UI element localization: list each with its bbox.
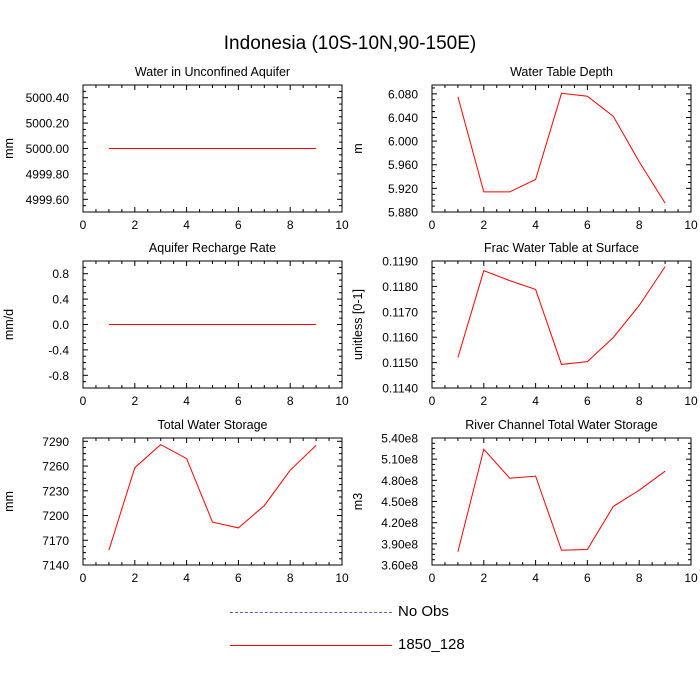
- x-tick-label-2: 4: [183, 394, 190, 408]
- x-tick-label-3: 4: [532, 394, 539, 408]
- y-tick-label-0: 5000.20: [26, 117, 70, 131]
- legend-label-model: 1850_128: [398, 636, 465, 653]
- y-tick-label-1: 5.920: [388, 182, 418, 196]
- y-axis-label-2: mm/d: [2, 309, 16, 340]
- y-tick-label-1: 6.040: [388, 111, 418, 125]
- x-tick-label-4: 2: [131, 571, 138, 585]
- series-line-4-0: [108, 443, 317, 551]
- y-tick-label-3: 0.1150: [382, 356, 418, 370]
- series-line-1-0: [457, 92, 666, 204]
- x-tick-label-5: 6: [584, 571, 591, 585]
- x-tick-label-1: 8: [636, 218, 643, 232]
- x-tick-label-3: 0: [429, 394, 436, 408]
- y-tick-label-4: 7170: [42, 534, 69, 548]
- x-tick-label-1: 10: [684, 218, 698, 232]
- y-tick-label-5: 5.40e8: [381, 432, 418, 446]
- y-tick-label-2: -0.8: [48, 369, 69, 383]
- series-line-3-0: [457, 266, 666, 365]
- y-tick-label-1: 5.880: [388, 206, 418, 220]
- page-title: Indonesia (10S-10N,90-150E): [223, 33, 477, 54]
- y-axis-label-5: m3: [351, 493, 365, 510]
- plot-frame-4: [82, 437, 343, 566]
- x-tick-label-4: 6: [235, 571, 242, 585]
- y-tick-label-1: 5.960: [388, 158, 418, 172]
- x-tick-label-5: 8: [636, 571, 643, 585]
- y-tick-label-1: 6.000: [388, 135, 418, 149]
- x-tick-label-2: 0: [80, 394, 87, 408]
- y-axis-label-4: mm: [2, 491, 16, 512]
- legend-line-model: [230, 645, 392, 646]
- x-tick-label-0: 8: [287, 218, 294, 232]
- x-tick-label-5: 0: [429, 571, 436, 585]
- x-tick-label-2: 8: [287, 394, 294, 408]
- y-tick-label-5: 3.60e8: [381, 559, 418, 573]
- x-tick-label-1: 6: [584, 218, 591, 232]
- x-tick-label-5: 4: [532, 571, 539, 585]
- legend-item-model: 1850_128: [230, 636, 490, 656]
- y-tick-label-3: 0.1160: [382, 331, 418, 345]
- y-axis-label-3: unitless [0-1]: [351, 289, 365, 360]
- x-tick-label-4: 10: [335, 571, 349, 585]
- y-tick-label-4: 7290: [42, 435, 69, 449]
- x-tick-label-0: 10: [335, 218, 349, 232]
- y-tick-label-0: 4999.60: [26, 193, 70, 207]
- x-tick-label-0: 6: [235, 218, 242, 232]
- x-tick-label-0: 0: [80, 218, 87, 232]
- legend-line-obs: [230, 612, 392, 613]
- y-tick-label-1: 6.080: [388, 87, 418, 101]
- y-tick-label-5: 3.90e8: [381, 537, 418, 551]
- panel-title-5: River Channel Total Water Storage: [465, 418, 658, 432]
- legend-item-obs: No Obs: [230, 603, 490, 623]
- x-tick-label-3: 10: [684, 394, 698, 408]
- x-tick-label-3: 8: [636, 394, 643, 408]
- y-axis-label-0: mm: [2, 138, 16, 159]
- panel-title-2: Aquifer Recharge Rate: [149, 241, 276, 255]
- y-tick-label-5: 4.50e8: [381, 495, 418, 509]
- y-tick-label-5: 4.20e8: [381, 516, 418, 530]
- y-tick-label-0: 5000.40: [26, 91, 70, 105]
- panel-title-4: Total Water Storage: [157, 418, 267, 432]
- y-tick-label-0: 4999.80: [26, 167, 70, 181]
- y-tick-label-0: 5000.00: [26, 142, 70, 156]
- x-tick-label-2: 6: [235, 394, 242, 408]
- y-tick-label-2: 0.4: [52, 293, 69, 307]
- x-tick-label-1: 4: [532, 218, 539, 232]
- y-tick-label-2: 0.0: [52, 318, 69, 332]
- y-tick-label-5: 5.10e8: [381, 453, 418, 467]
- x-tick-label-0: 4: [183, 218, 190, 232]
- x-tick-label-4: 0: [80, 571, 87, 585]
- x-tick-label-1: 2: [480, 218, 487, 232]
- x-tick-label-0: 2: [131, 218, 138, 232]
- y-tick-label-3: 0.1190: [382, 255, 418, 269]
- panel-title-1: Water Table Depth: [510, 65, 613, 79]
- y-tick-label-3: 0.1180: [382, 280, 418, 294]
- series-line-5-0: [457, 448, 666, 552]
- x-tick-label-3: 6: [584, 394, 591, 408]
- plot-frame-1: [431, 84, 692, 213]
- y-tick-label-4: 7140: [42, 559, 69, 573]
- y-tick-label-4: 7230: [42, 484, 69, 498]
- x-tick-label-5: 2: [480, 571, 487, 585]
- x-tick-label-3: 2: [480, 394, 487, 408]
- y-tick-label-2: 0.8: [52, 267, 69, 281]
- y-tick-label-4: 7200: [42, 509, 69, 523]
- y-tick-label-3: 0.1140: [382, 382, 418, 396]
- x-tick-label-1: 0: [429, 218, 436, 232]
- legend-label-obs: No Obs: [398, 603, 449, 620]
- plot-frame-3: [431, 260, 692, 389]
- y-tick-label-3: 0.1170: [382, 305, 418, 319]
- x-tick-label-2: 10: [335, 394, 349, 408]
- panel-title-0: Water in Unconfined Aquifer: [135, 65, 290, 79]
- x-tick-label-4: 8: [287, 571, 294, 585]
- y-tick-label-2: -0.4: [48, 343, 69, 357]
- x-tick-label-5: 10: [684, 571, 698, 585]
- y-axis-label-1: m: [351, 143, 365, 153]
- y-tick-label-4: 7260: [42, 460, 69, 474]
- y-tick-label-5: 4.80e8: [381, 474, 418, 488]
- panel-title-3: Frac Water Table at Surface: [484, 241, 639, 255]
- x-tick-label-4: 4: [183, 571, 190, 585]
- x-tick-label-2: 2: [131, 394, 138, 408]
